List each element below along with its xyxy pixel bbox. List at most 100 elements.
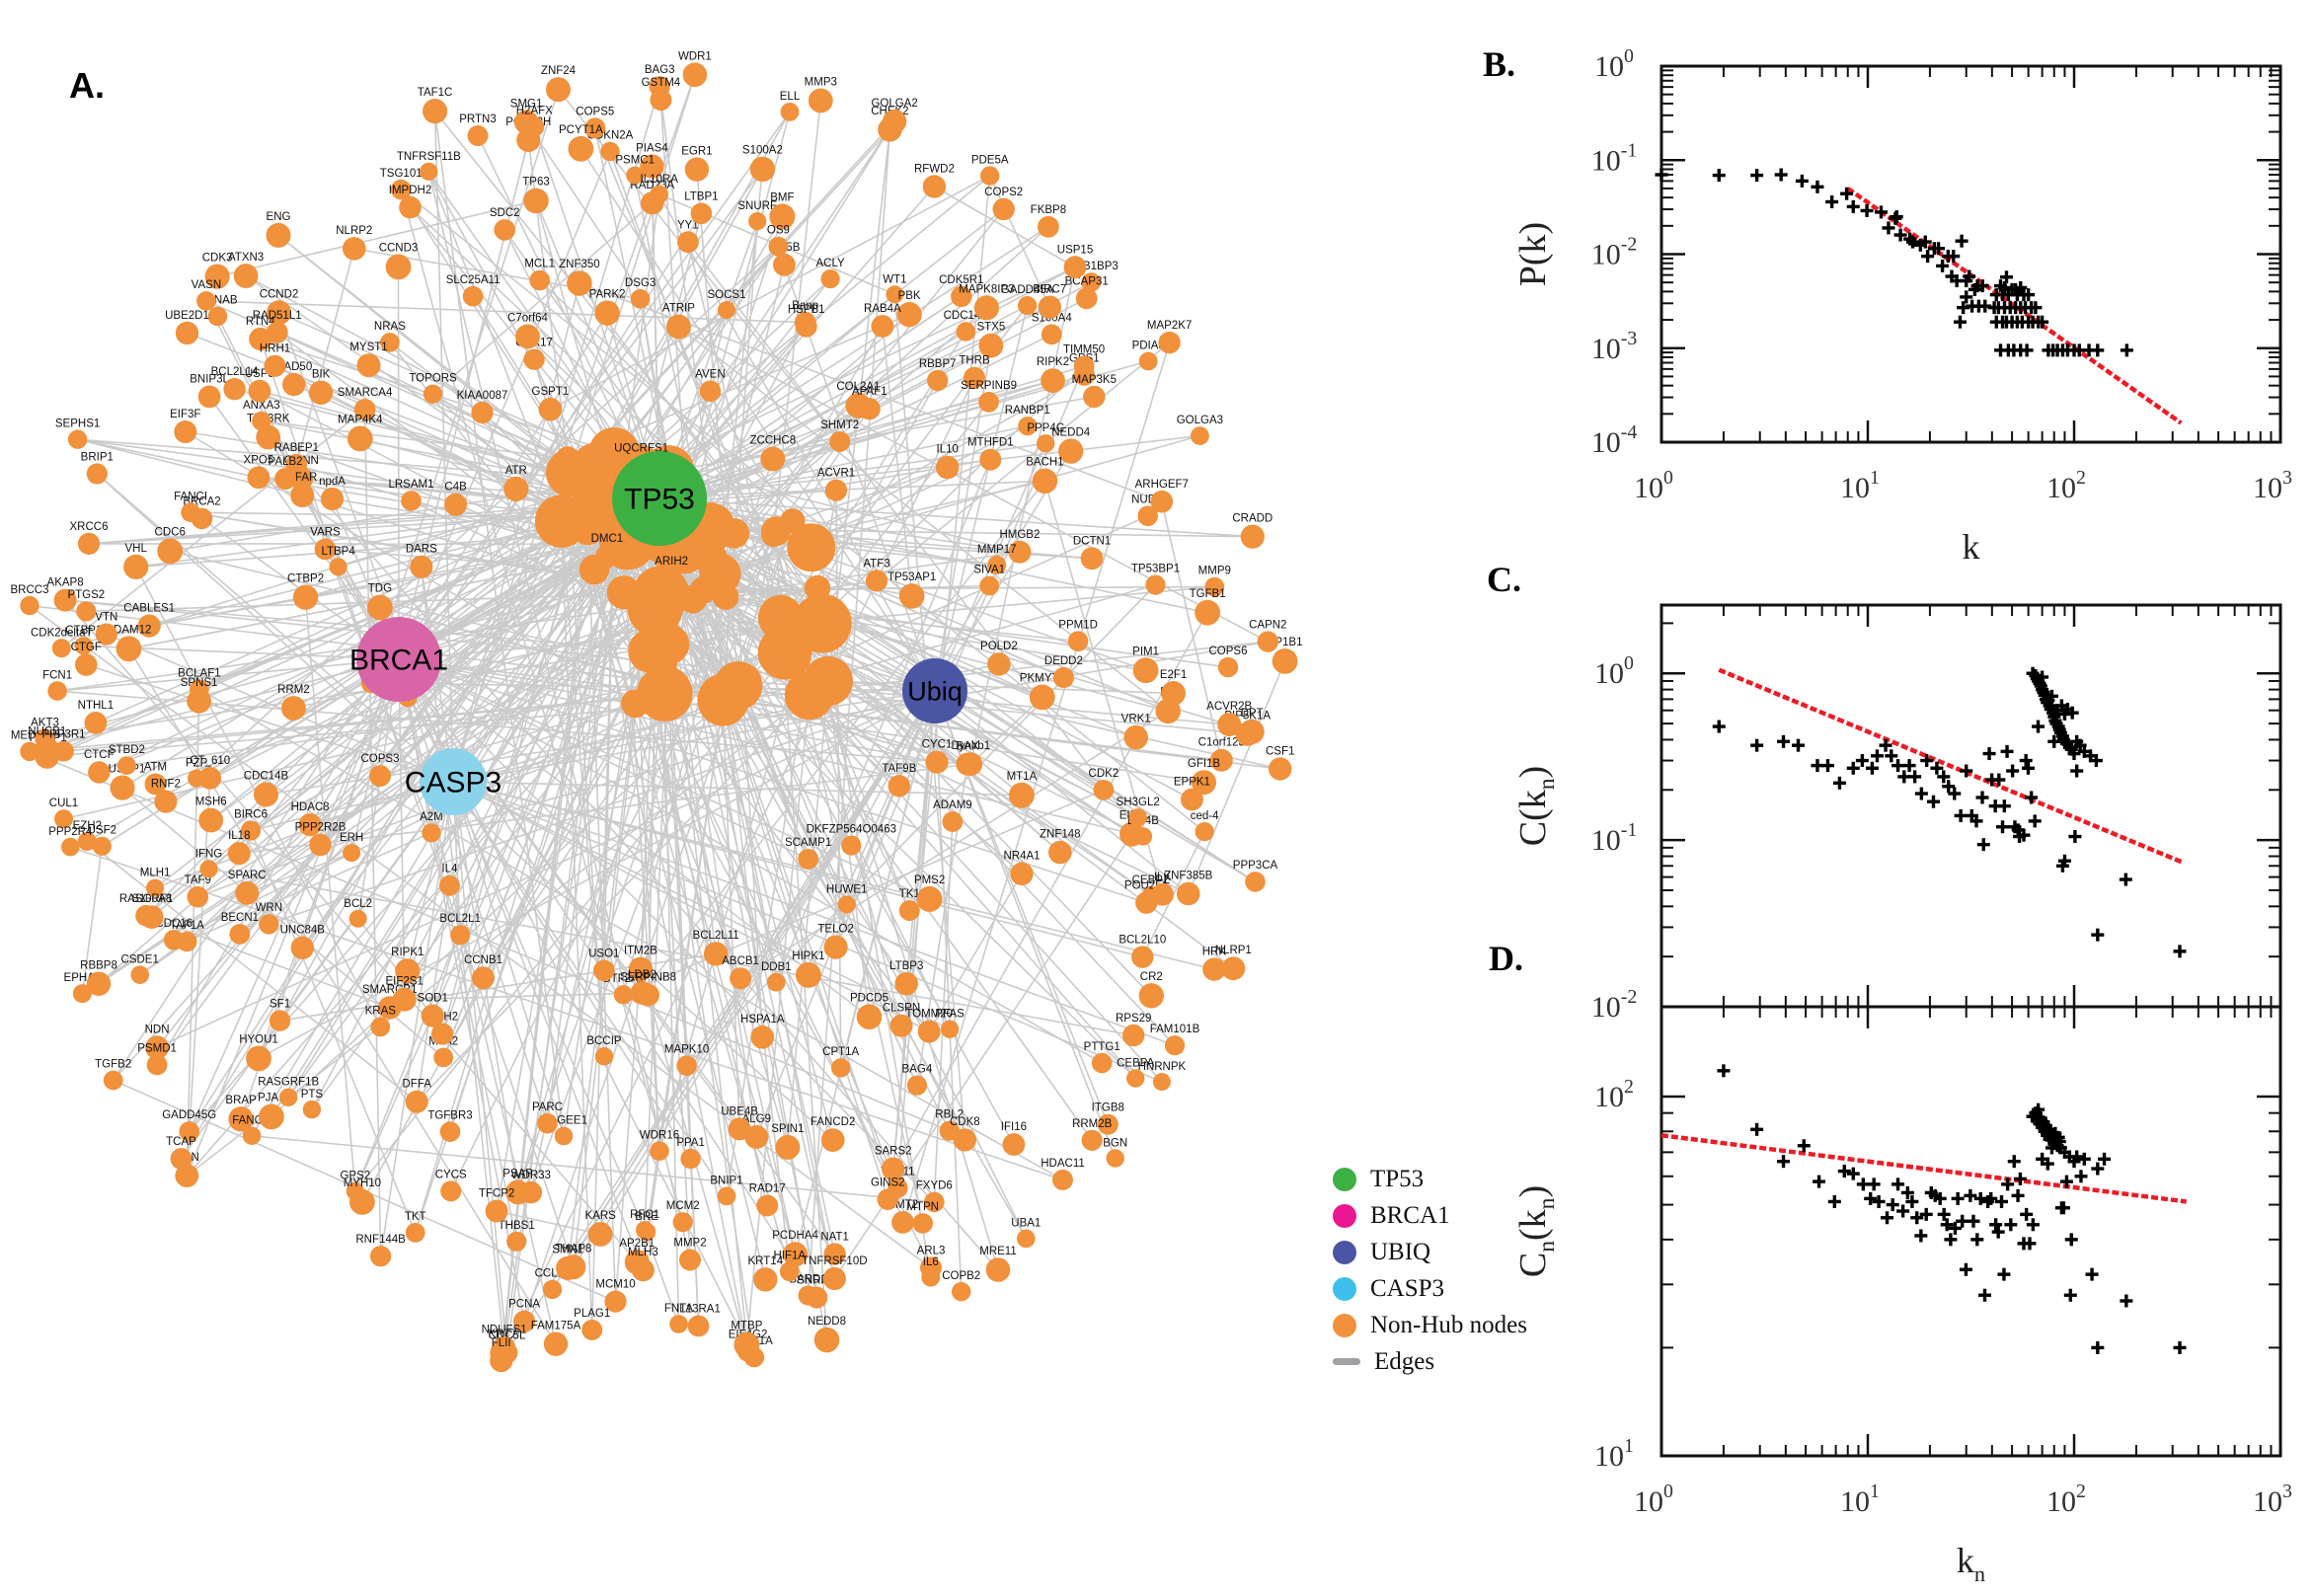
network-node-label: NEDD4 xyxy=(1051,426,1091,438)
network-node xyxy=(85,712,108,734)
network-node-label: WT1 xyxy=(883,273,906,285)
network-node-label: BCL2L11 xyxy=(693,930,739,942)
network-node xyxy=(631,289,651,309)
hub-label-ubiq: Ubiq xyxy=(907,676,963,706)
network-node-label: RBBP7 xyxy=(919,358,957,370)
network-node xyxy=(683,62,708,87)
network-node-label: MMP9 xyxy=(1198,566,1231,577)
network-node-label: COPS6 xyxy=(1209,646,1248,657)
network-node xyxy=(1191,426,1209,445)
network-node xyxy=(573,482,610,519)
network-node-label: CCND2 xyxy=(260,288,299,300)
legend-label: TP53 xyxy=(1370,1166,1424,1193)
network-node xyxy=(753,1267,777,1291)
network-node xyxy=(75,653,98,676)
network-node xyxy=(274,468,296,490)
network-node xyxy=(1134,827,1152,845)
network-node-label: SEPHS1 xyxy=(55,418,100,430)
network-node xyxy=(1153,1073,1171,1091)
network-node xyxy=(520,1181,543,1204)
network-node xyxy=(1064,256,1087,278)
network-node xyxy=(1258,631,1278,651)
network-node xyxy=(524,117,544,137)
network-node xyxy=(1131,946,1153,967)
panel-label-d: D. xyxy=(1489,938,1523,979)
legend-label: Edges xyxy=(1374,1348,1434,1376)
network-node xyxy=(494,219,515,241)
network-node xyxy=(588,1222,613,1247)
network-node xyxy=(1217,713,1241,736)
network-node-label: RRM2B xyxy=(1072,1118,1113,1130)
network-node-label: TOMM20 xyxy=(905,1009,953,1021)
network-node xyxy=(1082,1130,1103,1151)
network-node xyxy=(198,808,223,833)
network-node-label: DCTN1 xyxy=(1073,535,1111,547)
network-node-label: PARC xyxy=(532,1102,563,1113)
network-node-label: BCL2L10 xyxy=(1119,934,1166,946)
network-node-label: ARHGEF7 xyxy=(1135,479,1189,491)
network-node-label: WDR33 xyxy=(511,1170,551,1181)
axis-tick-label: 103 xyxy=(2253,1481,2292,1518)
network-node-label: ILK xyxy=(1154,872,1172,883)
network-node-label: DMC1 xyxy=(591,533,624,545)
scatter-points xyxy=(1713,667,2187,958)
network-node-label: KRAS xyxy=(365,1006,397,1018)
network-node xyxy=(471,402,493,423)
network-node-label: BIK xyxy=(312,369,331,381)
network-node-label: SOD1 xyxy=(418,993,448,1005)
scatter-points xyxy=(1717,1064,2186,1354)
network-node xyxy=(76,601,96,621)
network-node-label: IL6 xyxy=(923,1256,939,1268)
network-node xyxy=(700,381,722,403)
panel-label-c: C. xyxy=(1487,559,1521,600)
network-node-label: MMP2 xyxy=(673,1238,706,1250)
network-node xyxy=(650,89,671,111)
network-node xyxy=(773,254,796,276)
axis-tick-label: 10-2 xyxy=(1591,234,1637,271)
network-node xyxy=(750,157,775,182)
network-node-label: USO1 xyxy=(588,948,619,959)
network-node-label: CYC1 xyxy=(922,739,953,751)
network-node-label: SERPINB9 xyxy=(961,380,1017,392)
network-node-label: C4B xyxy=(444,482,467,494)
network-node xyxy=(780,1261,800,1281)
network-node xyxy=(135,905,157,927)
network-node-label: BECN1 xyxy=(221,912,259,924)
network-node-label: MRE11 xyxy=(979,1246,1017,1257)
network-node xyxy=(729,1117,751,1140)
network-node xyxy=(1038,216,1059,238)
network-node-label: CUL1 xyxy=(49,798,78,809)
network-node xyxy=(196,291,216,311)
network-node xyxy=(921,1268,940,1287)
legend-item-ubiq: UBIQ xyxy=(1333,1234,1629,1270)
plot-frame xyxy=(1661,1007,2280,1456)
axis-tick-label: 101 xyxy=(1840,1481,1880,1518)
network-node-label: TGFB1 xyxy=(1190,588,1226,600)
network-node xyxy=(393,988,417,1012)
network-node xyxy=(147,1055,168,1076)
network-node-label: TIMM50 xyxy=(1063,344,1105,356)
network-node xyxy=(68,430,87,449)
network-node xyxy=(439,875,460,896)
network-node xyxy=(433,1048,453,1068)
network-node-label: AVEN xyxy=(695,369,725,381)
network-node-label: SMN1 xyxy=(552,1245,583,1256)
network-node xyxy=(781,103,800,121)
network-node-label: Dynlrb1 xyxy=(951,740,990,752)
tp53-dot-icon xyxy=(1333,1168,1356,1191)
network-node-label: E2F1 xyxy=(1160,669,1188,681)
network-node xyxy=(979,449,1001,471)
legend-item-nonhub: Non-Hub nodes xyxy=(1333,1307,1629,1343)
network-node xyxy=(1195,600,1220,626)
network-node-label: CR2 xyxy=(1140,971,1163,983)
network-node xyxy=(270,1010,290,1030)
network-node-label: HDAC8 xyxy=(291,801,330,813)
network-node-label: TAF1C xyxy=(418,87,453,99)
network-node-label: SPARC xyxy=(228,870,267,881)
network-node-label: MAP2K7 xyxy=(1147,320,1192,332)
hub-label-casp3: CASP3 xyxy=(405,767,502,799)
network-node xyxy=(246,1046,271,1072)
network-node xyxy=(424,385,442,404)
